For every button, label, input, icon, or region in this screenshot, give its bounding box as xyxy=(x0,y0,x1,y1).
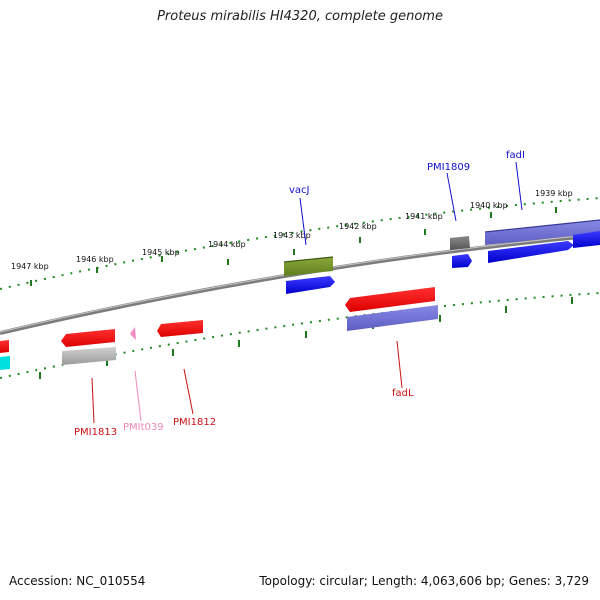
outer-major-ticks xyxy=(30,207,557,286)
label-PMI1813: PMI1813 xyxy=(74,427,117,438)
label-PMI1809: PMI1809 xyxy=(427,162,470,173)
tick-label: 1941 kbp xyxy=(405,212,443,221)
label-PMIt039: PMIt039 xyxy=(123,422,164,433)
tick-label: 1947 kbp xyxy=(11,262,49,271)
tick-label: 1942 kbp xyxy=(339,222,377,231)
tick-label: 1939 kbp xyxy=(535,189,573,198)
gene-PMI1809[interactable] xyxy=(450,236,470,250)
gene-PMI1813[interactable] xyxy=(61,329,115,347)
forward-features xyxy=(283,219,600,294)
tick-label: 1940 kbp xyxy=(470,201,508,210)
gene-reverse-grey[interactable] xyxy=(62,347,116,365)
gene-forward-blue-1[interactable] xyxy=(488,241,574,263)
gene-forward-blue-2[interactable] xyxy=(573,231,600,248)
gene-edge-cyan[interactable] xyxy=(0,356,10,370)
genome-info-text: Topology: circular; Length: 4,063,606 bp… xyxy=(259,574,589,588)
inner-major-ticks xyxy=(39,297,573,379)
gene-PMIt039[interactable] xyxy=(130,327,136,340)
tick-label: 1946 kbp xyxy=(76,255,114,264)
label-leaders xyxy=(91,161,523,424)
gene-vacJ[interactable] xyxy=(284,257,333,276)
inner-tick-arc xyxy=(0,292,600,379)
gene-forward-blue-small[interactable] xyxy=(452,254,472,268)
outer-tick-arc xyxy=(0,197,600,290)
tick-label: 1944 kbp xyxy=(208,240,246,249)
label-vacJ: vacJ xyxy=(289,185,310,196)
gene-labels: vacJ PMI1809 fadI fadL PMI1813 PMIt039 P… xyxy=(74,150,525,438)
label-fadL: fadL xyxy=(392,388,414,399)
gene-fadL[interactable] xyxy=(347,305,438,331)
gene-PMI1812[interactable] xyxy=(157,320,203,337)
tick-label: 1945 kbp xyxy=(142,248,180,257)
gene-reverse-red-1[interactable] xyxy=(345,287,435,312)
label-PMI1812: PMI1812 xyxy=(173,417,216,428)
gene-forward-blue-vacJ[interactable] xyxy=(286,276,335,294)
reverse-features xyxy=(0,287,438,370)
accession-text: Accession: NC_010554 xyxy=(9,574,146,588)
map-title: Proteus mirabilis HI4320, complete genom… xyxy=(157,9,443,24)
label-fadI: fadI xyxy=(506,150,525,161)
tick-labels: 1947 kbp 1946 kbp 1945 kbp 1944 kbp 1943… xyxy=(11,189,573,271)
gene-fadI[interactable] xyxy=(485,220,600,245)
tick-label: 1943 kbp xyxy=(273,231,311,240)
gene-edge-red[interactable] xyxy=(0,340,9,353)
